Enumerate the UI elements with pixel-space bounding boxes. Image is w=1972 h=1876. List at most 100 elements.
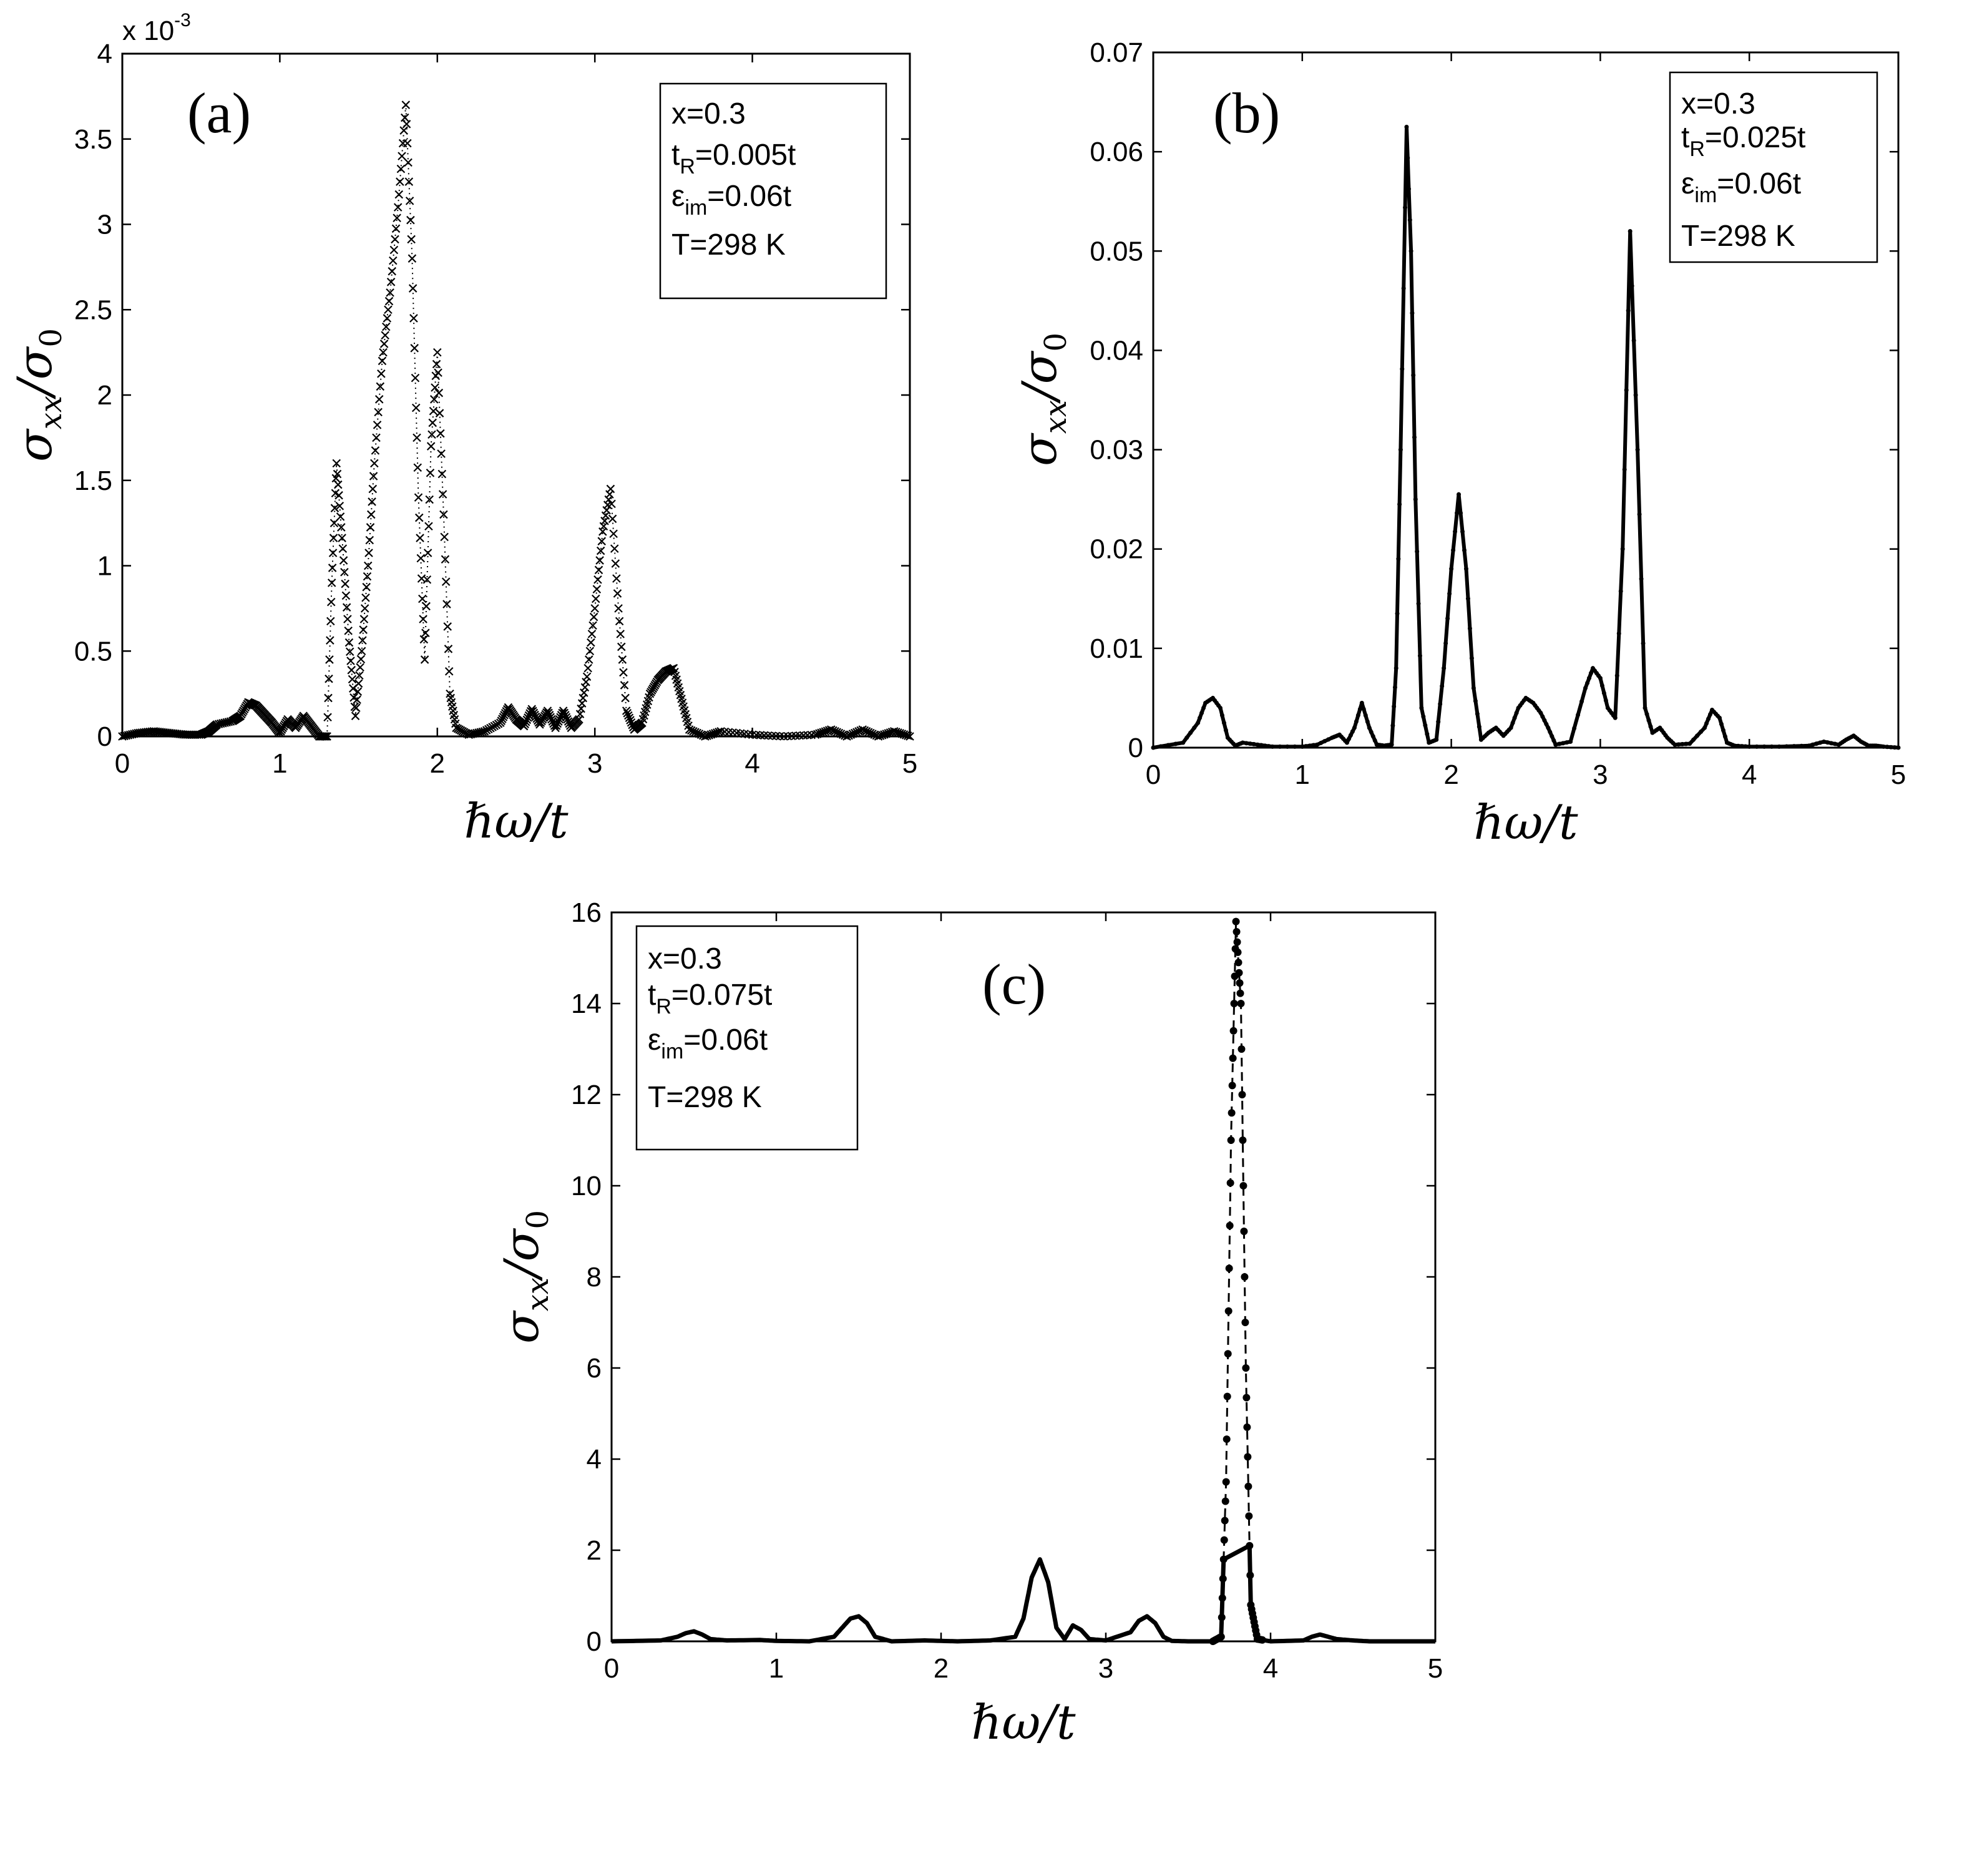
data-point [1239, 1182, 1247, 1190]
y-tick-label: 0.06 [1090, 137, 1143, 167]
data-point [1348, 733, 1353, 738]
data-point [1240, 1228, 1248, 1235]
data-point [1242, 1364, 1250, 1372]
data-point [320, 732, 329, 741]
data-point [614, 604, 623, 613]
data-point [1198, 715, 1203, 720]
data-point [341, 591, 351, 600]
y-axis: 0 0.5 1 1.5 2 2.5 3 3.5 4 [74, 39, 910, 752]
x-axis-label: ℏω/t [1473, 794, 1578, 850]
legend: x=0.3 tR=0.025t εim=0.06t T=298 K [1669, 71, 1878, 263]
legend-eim: εim=0.06t [671, 180, 791, 220]
data-point [1223, 1435, 1231, 1444]
data-point [356, 655, 366, 664]
data-point [1219, 1555, 1228, 1563]
data-point [1407, 187, 1412, 192]
data-point [1229, 1027, 1237, 1035]
legend-tR-value: =0.005t [695, 139, 796, 172]
data-point [1369, 730, 1374, 735]
data-point [622, 706, 631, 715]
data-point [353, 695, 361, 704]
data-point [1572, 726, 1577, 731]
data-point [1401, 286, 1406, 291]
data-point [435, 409, 444, 418]
data-point [1326, 737, 1331, 742]
data-point [592, 594, 600, 603]
data-point [389, 256, 398, 265]
data-point [394, 190, 404, 199]
y-tick-label: 2 [587, 1535, 602, 1566]
data-point [1561, 741, 1566, 746]
data-point [1236, 989, 1244, 997]
data-point [1436, 720, 1441, 725]
data-point [384, 296, 394, 306]
data-point [1799, 743, 1804, 748]
data-point [1792, 744, 1797, 749]
data-point [1644, 711, 1649, 716]
data-point [1245, 1512, 1253, 1520]
data-point [1460, 529, 1465, 534]
x-tick-label: 1 [272, 748, 287, 779]
data-point [543, 706, 552, 715]
data-point [589, 612, 598, 622]
legend-T: T=298 K [1681, 220, 1795, 253]
x-tick-label: 2 [430, 748, 445, 779]
y-axis-label: σxx/σ0 [7, 328, 69, 462]
data-point [1810, 742, 1815, 747]
data-point [426, 442, 436, 451]
y-tick-label: 2 [97, 380, 112, 411]
data-point [1467, 626, 1472, 631]
data-point [443, 622, 452, 631]
data-point [1239, 1136, 1247, 1144]
data-point [1229, 1054, 1237, 1062]
data-point [1304, 744, 1309, 749]
data-point [1188, 730, 1193, 735]
data-point [1586, 676, 1591, 681]
data-point [1346, 736, 1351, 741]
data-point [351, 711, 360, 720]
y-tick-label: 0.05 [1090, 236, 1143, 266]
data-point [1514, 710, 1519, 715]
data-point [354, 679, 363, 688]
data-point [1158, 744, 1163, 749]
data-point [1747, 744, 1752, 749]
data-point [1646, 718, 1651, 723]
data-point [371, 446, 380, 455]
data-point [1579, 699, 1584, 704]
data-point [1226, 1221, 1234, 1229]
data-point [381, 322, 391, 331]
data-point [546, 713, 555, 722]
data-point [1777, 744, 1782, 749]
data-point [323, 732, 331, 741]
data-point [407, 235, 416, 244]
data-point [1243, 1423, 1251, 1431]
data-point [1769, 744, 1774, 749]
legend: x=0.3 tR=0.005t εim=0.06t T=298 K [659, 82, 887, 300]
data-point [1508, 725, 1513, 730]
x-tick-label: 1 [769, 1653, 784, 1684]
x-axis: 0 1 2 3 4 5 [115, 54, 917, 779]
data-point [607, 499, 616, 509]
data-point [368, 497, 376, 506]
data-point [1244, 1482, 1252, 1490]
data-point [321, 732, 331, 741]
data-point [1405, 155, 1410, 160]
data-point [1699, 730, 1704, 735]
data-point [368, 484, 378, 494]
data-point [344, 638, 354, 647]
data-point [621, 693, 630, 703]
data-point [356, 663, 364, 672]
series-line [611, 1543, 1435, 1644]
data-point [1237, 1000, 1245, 1007]
data-point [1403, 205, 1408, 210]
data-point [1888, 745, 1893, 750]
data-point [1624, 388, 1629, 393]
legend-eim-subscript: im [685, 196, 707, 220]
data-point [1397, 502, 1402, 507]
data-point [1415, 549, 1420, 554]
data-point [1576, 712, 1581, 717]
data-point [521, 717, 530, 726]
y-tick-label: 3 [97, 210, 112, 240]
data-point [1706, 716, 1711, 721]
